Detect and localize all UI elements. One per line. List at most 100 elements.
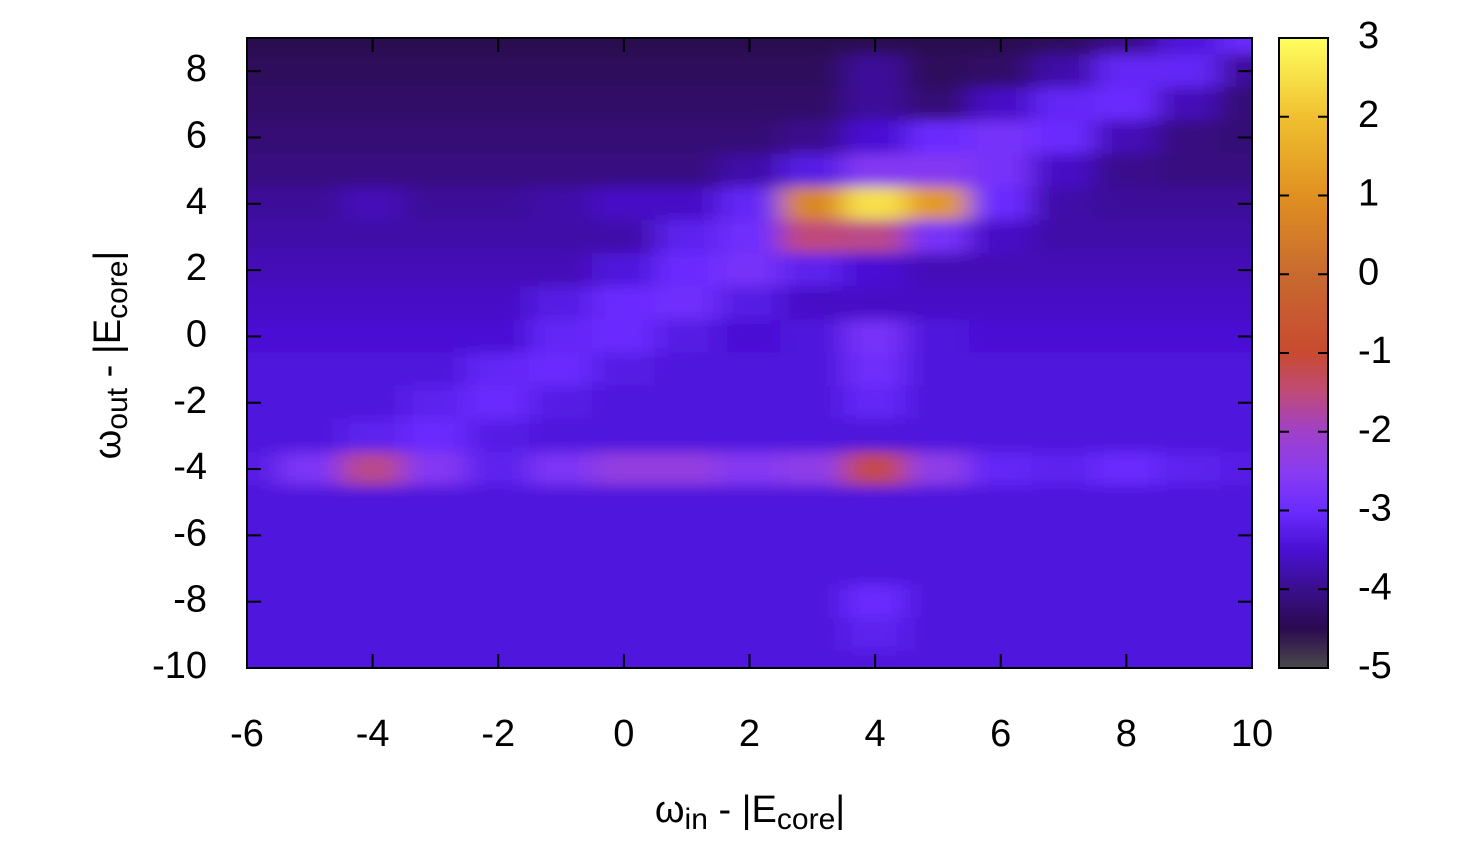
heatmap-cell bbox=[403, 584, 468, 619]
heatmap-cell bbox=[780, 485, 845, 520]
heatmap-cell bbox=[1220, 485, 1252, 520]
heatmap-cell bbox=[717, 253, 782, 288]
heatmap-cell bbox=[968, 385, 1033, 420]
heatmap-cell bbox=[466, 418, 531, 453]
heatmap-cell bbox=[843, 352, 908, 387]
heatmap-cell bbox=[1157, 485, 1222, 520]
heatmap-cell bbox=[340, 286, 405, 321]
colorbar-tick-label: 0 bbox=[1358, 251, 1379, 293]
heatmap-cell bbox=[591, 319, 656, 354]
heatmap-cell bbox=[780, 87, 845, 122]
heatmap-cell bbox=[843, 518, 908, 553]
heatmap-cell bbox=[591, 54, 656, 89]
heatmap-cell bbox=[1094, 451, 1159, 487]
heatmap-cell bbox=[654, 485, 719, 520]
heatmap-cell bbox=[1157, 153, 1222, 188]
heatmap-cell bbox=[968, 485, 1033, 520]
heatmap-cell bbox=[1220, 286, 1252, 321]
x-tick-label: -2 bbox=[481, 713, 515, 755]
heatmap-cell bbox=[1031, 650, 1096, 668]
heatmap-cell bbox=[403, 286, 468, 321]
heatmap-cell bbox=[1094, 518, 1159, 553]
heatmap-cell bbox=[277, 650, 342, 668]
heatmap-cell bbox=[1031, 319, 1096, 354]
heatmap-cell bbox=[591, 518, 656, 553]
heatmap-cell bbox=[340, 418, 405, 453]
heatmap-cell bbox=[403, 352, 468, 387]
heatmap-cell bbox=[843, 153, 908, 188]
heatmap-cell bbox=[247, 286, 279, 321]
heatmap-cell bbox=[906, 584, 970, 619]
heatmap-cell bbox=[277, 253, 342, 288]
heatmap-cell bbox=[1157, 551, 1222, 586]
heatmap-cell bbox=[1031, 352, 1096, 387]
heatmap-cell bbox=[780, 38, 845, 56]
heatmap-cell bbox=[968, 87, 1033, 122]
heatmap-cell bbox=[340, 451, 405, 487]
heatmap-cell bbox=[717, 219, 782, 255]
heatmap-cell bbox=[466, 385, 531, 420]
heatmap-cell bbox=[1094, 87, 1159, 122]
heatmap-cell bbox=[277, 385, 342, 420]
heatmap-cell bbox=[906, 87, 970, 122]
heatmap-cell bbox=[717, 186, 782, 221]
heatmap-cell bbox=[247, 87, 279, 122]
heatmap-cell bbox=[340, 352, 405, 387]
y-tick-label: 0 bbox=[186, 313, 207, 355]
heatmap-cell bbox=[780, 451, 845, 487]
heatmap-cell bbox=[247, 38, 279, 56]
colorbar-tick-label: 1 bbox=[1358, 173, 1379, 215]
heatmap-cell bbox=[466, 451, 531, 487]
heatmap-cell bbox=[529, 253, 593, 288]
heatmap-cell bbox=[654, 286, 719, 321]
heatmap-cell bbox=[529, 319, 593, 354]
y-axis-label: ωout - |Ecore| bbox=[87, 251, 134, 460]
heatmap-cell bbox=[717, 551, 782, 586]
heatmap-cell bbox=[654, 551, 719, 586]
label-text: - |E bbox=[708, 789, 777, 831]
heatmap-cell bbox=[403, 518, 468, 553]
heatmap-cell bbox=[1157, 219, 1222, 255]
heatmap-cell bbox=[591, 253, 656, 288]
heatmap-cell bbox=[906, 385, 970, 420]
heatmap-cell bbox=[1094, 219, 1159, 255]
y-tick-label: 8 bbox=[186, 48, 207, 90]
heatmap-cell bbox=[717, 451, 782, 487]
heatmap-cell bbox=[1031, 153, 1096, 188]
heatmap-cell bbox=[277, 584, 342, 619]
heatmap-cell bbox=[1094, 584, 1159, 619]
x-tick-label: -6 bbox=[230, 713, 264, 755]
heatmap-cell bbox=[717, 286, 782, 321]
heatmap-cell bbox=[277, 451, 342, 487]
heatmap-cell bbox=[277, 120, 342, 155]
heatmap-cell bbox=[717, 153, 782, 188]
heatmap-cell bbox=[843, 584, 908, 619]
heatmap-cell bbox=[247, 352, 279, 387]
heatmap-cell bbox=[403, 38, 468, 56]
heatmap-cell bbox=[843, 551, 908, 586]
heatmap-cell bbox=[780, 352, 845, 387]
heatmap-cell bbox=[1157, 186, 1222, 221]
heatmap-cell bbox=[906, 186, 970, 221]
heatmap-cell bbox=[529, 352, 593, 387]
label-text: | bbox=[835, 789, 845, 831]
heatmap-cell bbox=[1157, 120, 1222, 155]
heatmap-cell bbox=[1094, 120, 1159, 155]
label-text: - |E bbox=[87, 319, 129, 388]
heatmap-cell bbox=[717, 418, 782, 453]
heatmap-cell bbox=[843, 87, 908, 122]
heatmap-cell bbox=[1031, 617, 1096, 652]
heatmap-cell bbox=[1031, 186, 1096, 221]
heatmap-cell bbox=[717, 617, 782, 652]
heatmap-cell bbox=[843, 186, 908, 221]
heatmap-cell bbox=[529, 38, 593, 56]
heatmap-cell bbox=[968, 418, 1033, 453]
heatmap-cell bbox=[247, 418, 279, 453]
heatmap-cell bbox=[529, 219, 593, 255]
heatmap-cell bbox=[247, 551, 279, 586]
heatmap-cell bbox=[403, 319, 468, 354]
heatmap-cell bbox=[529, 617, 593, 652]
heatmap-cell bbox=[654, 253, 719, 288]
heatmap-cell bbox=[1157, 584, 1222, 619]
